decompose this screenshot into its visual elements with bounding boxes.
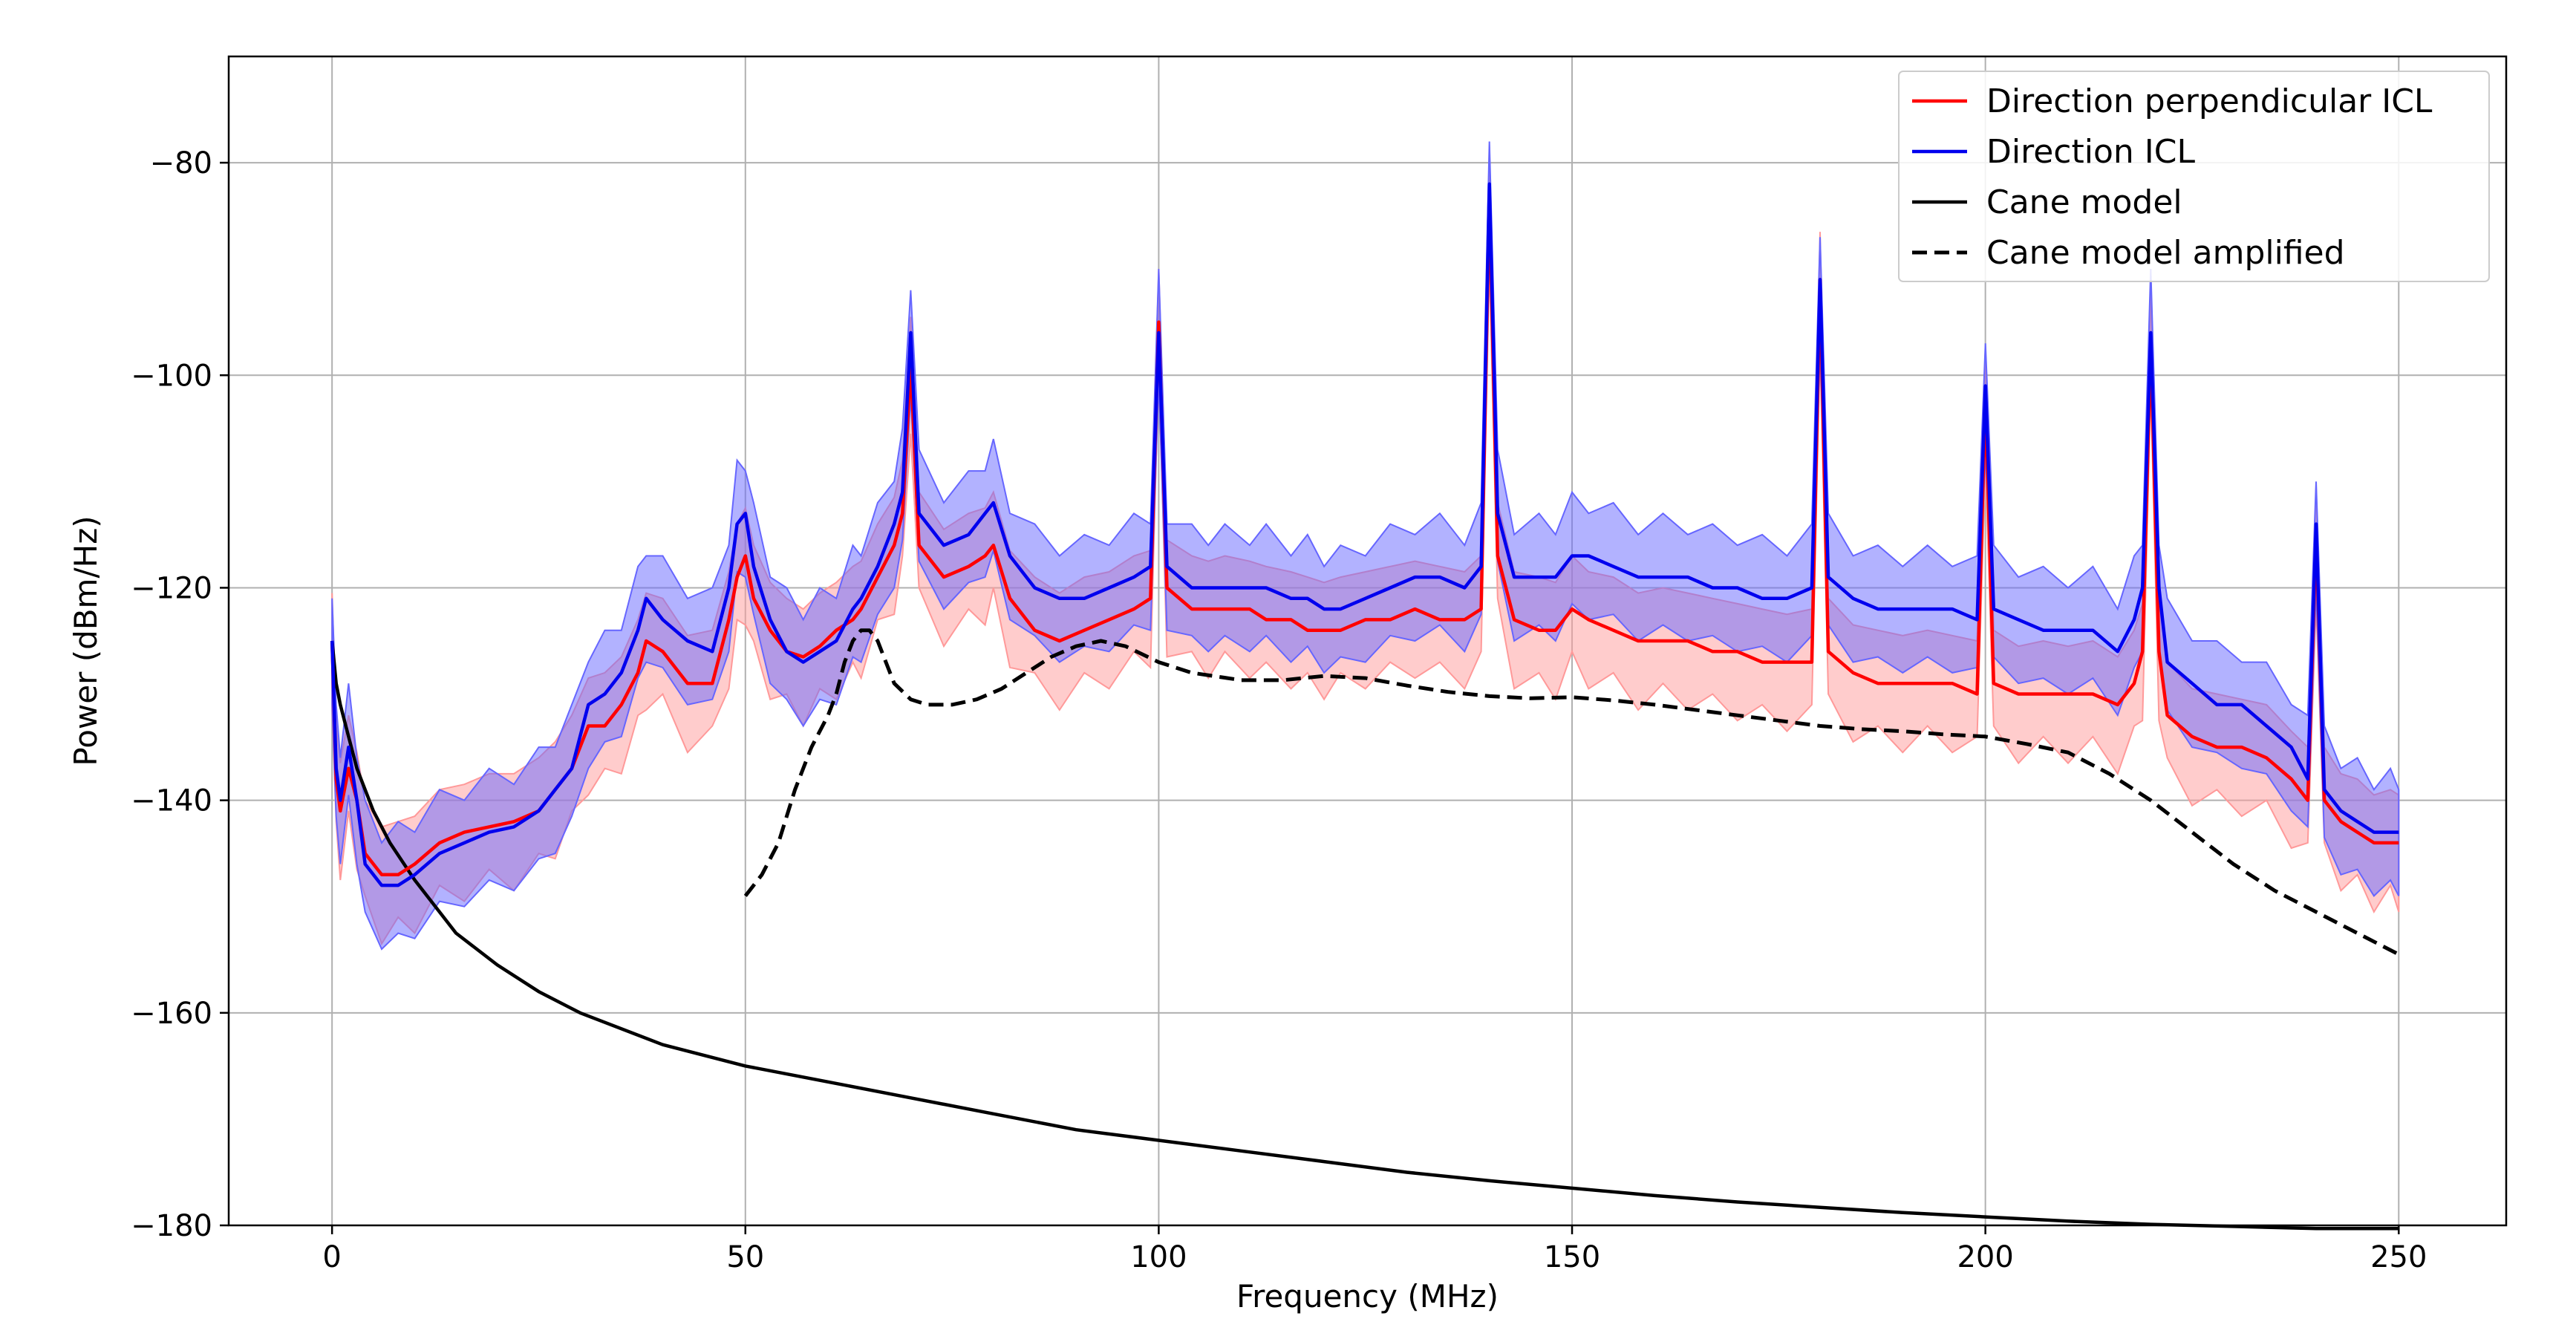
series-line-direction-perpendicular-icl <box>330 192 2399 877</box>
y-axis-label: Power (dBm/Hz) <box>68 515 104 766</box>
legend-box <box>1898 71 2490 282</box>
x-tick-label: 0 <box>322 1240 341 1274</box>
series-line-cane-model <box>330 640 2399 1231</box>
x-tick-label: 200 <box>1957 1240 2013 1274</box>
y-tick-label: −80 <box>150 146 212 180</box>
y-tick-label: −100 <box>131 359 212 393</box>
y-tick-label: −140 <box>131 784 212 818</box>
x-tick-label: 100 <box>1130 1240 1187 1274</box>
legend-label: Direction ICL <box>1986 133 2195 171</box>
x-tick-label: 150 <box>1544 1240 1600 1274</box>
axes-frame <box>227 55 2508 1227</box>
legend: Direction perpendicular ICL Direction ICL… <box>1898 71 2490 282</box>
x-tick-label: 250 <box>2370 1240 2427 1274</box>
axis-ticks: 0 50 100 150 200 250 −80 −100 −120 −140 −160 −180 <box>131 146 2427 1274</box>
legend-label: Cane model <box>1986 183 2182 221</box>
y-tick-label: −160 <box>131 997 212 1031</box>
legend-label: Direction perpendicular ICL <box>1986 82 2433 120</box>
x-tick-label: 50 <box>726 1240 764 1274</box>
series-line-cane-model-amplified <box>743 628 2400 957</box>
y-tick-label: −180 <box>131 1209 212 1243</box>
legend-label: Cane model amplified <box>1986 234 2345 272</box>
series-line-direction-icl <box>330 182 2399 887</box>
x-axis-label: Frequency (MHz) <box>1236 1278 1499 1314</box>
y-tick-label: −120 <box>131 571 212 605</box>
series-lines <box>330 182 2400 1231</box>
